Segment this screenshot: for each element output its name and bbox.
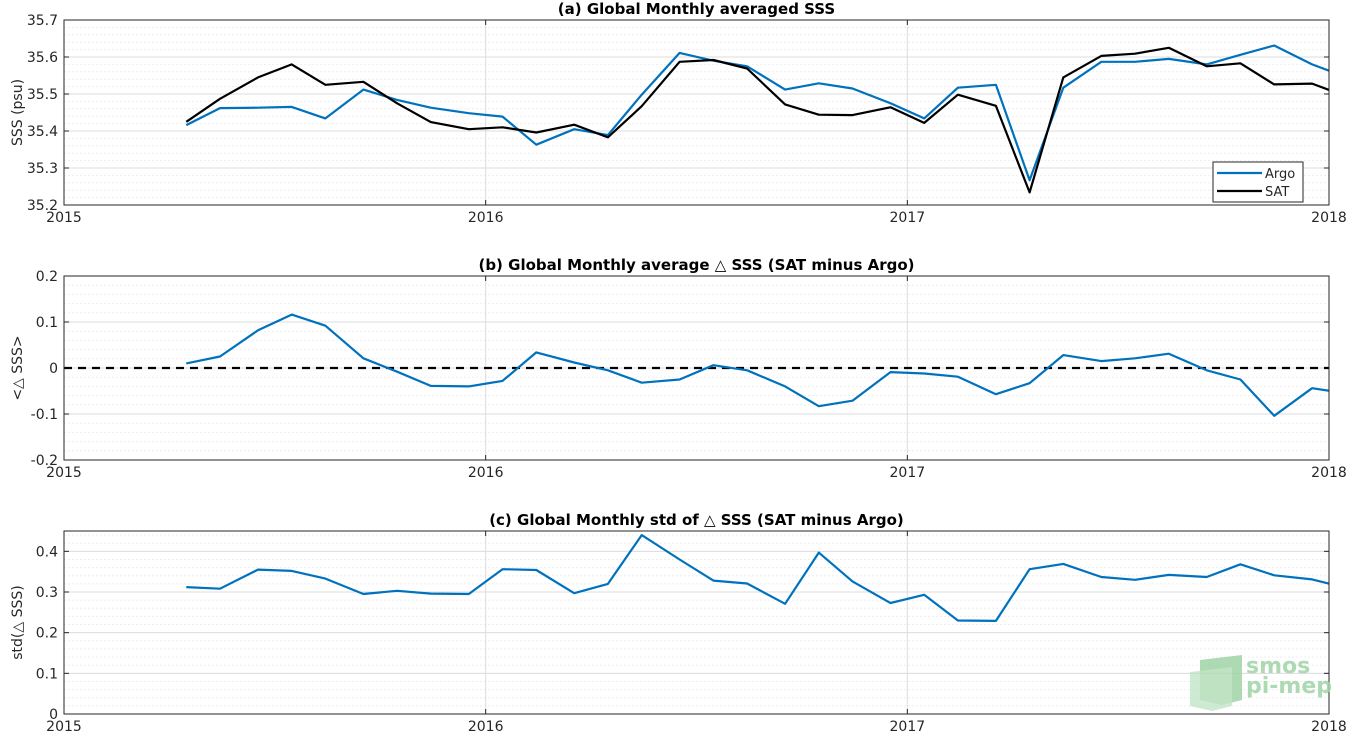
y-tick-label: 35.2 xyxy=(27,198,58,214)
legend-label-argo: Argo xyxy=(1265,167,1295,182)
x-tick-label: 2016 xyxy=(468,719,504,735)
panel-1: 2015 2016 2017 2018 35.2 35.3 35.4 35.5 35.6 35.7… xyxy=(10,0,1347,226)
x-tick-label: 2017 xyxy=(890,210,926,226)
y-tick-label: -0.2 xyxy=(31,453,58,469)
y-tick-label: 35.3 xyxy=(27,161,58,177)
y-axis-label: SSS (psu) xyxy=(10,79,26,146)
y-tick-label: 0 xyxy=(49,361,58,377)
series-line-argo xyxy=(185,44,1329,182)
y-tick-label: 35.7 xyxy=(27,13,58,29)
y-tick-label: 0.1 xyxy=(36,666,58,682)
panel-2: 2015 2016 2017 2018 -0.2 -0.1 0 0.1 0.2 (b) Globa… xyxy=(10,256,1347,481)
y-tick-label: 35.5 xyxy=(27,87,58,103)
series-line-sat xyxy=(185,46,1329,194)
x-tick-label: 2018 xyxy=(1311,465,1347,481)
logo-wave-icon-2 xyxy=(1190,667,1232,711)
series-line-3 xyxy=(186,533,1329,623)
x-tick-label: 2017 xyxy=(890,465,926,481)
y-tick-label: 35.6 xyxy=(27,50,58,66)
logo-line1: smos xyxy=(1246,654,1310,679)
axes-frame xyxy=(63,19,1330,206)
plot-area xyxy=(64,531,1329,714)
x-tick-label: 2018 xyxy=(1311,719,1347,735)
x-tick-label: 2015 xyxy=(46,210,82,226)
legend-box xyxy=(1212,161,1304,203)
axes-frame xyxy=(63,275,1330,461)
x-tick-label: 2015 xyxy=(46,719,82,735)
y-tick-label: 0.2 xyxy=(36,269,58,285)
logo-line2: pi-mep xyxy=(1246,674,1332,699)
legend: Argo SAT xyxy=(1212,161,1304,203)
plot-area xyxy=(64,20,1329,205)
y-tick-label: 0 xyxy=(49,707,58,723)
panel-title: (c) Global Monthly std of △ SSS (SAT min… xyxy=(489,511,904,529)
y-tick-label: 35.4 xyxy=(27,124,58,140)
x-tick-label: 2016 xyxy=(468,210,504,226)
y-tick-label: 0.4 xyxy=(36,544,58,560)
smos-pi-mep-logo: smos pi-mep xyxy=(1190,654,1332,711)
panel-title: (a) Global Monthly averaged SSS xyxy=(558,0,835,18)
legend-label-sat: SAT xyxy=(1265,185,1289,200)
axes-frame xyxy=(63,530,1330,715)
y-tick-label: -0.1 xyxy=(31,407,58,423)
panel-3: 2015 2016 2017 2018 0 0.1 0.2 0.3 0.4 (c) Global … xyxy=(10,511,1347,735)
y-tick-label: 0.2 xyxy=(36,626,58,642)
y-tick-label: 0.1 xyxy=(36,315,58,331)
y-axis-label: <△ SSS> xyxy=(10,335,26,400)
x-tick-label: 2017 xyxy=(890,719,926,735)
panel-title: (b) Global Monthly average △ SSS (SAT mi… xyxy=(478,256,914,274)
chart-panels: 2015 2016 2017 2018 35.2 35.3 35.4 35.5 35.6 35.7… xyxy=(10,0,1347,735)
y-axis-label: std(△ SSS) xyxy=(10,585,26,659)
y-tick-label: 0.3 xyxy=(36,585,58,601)
x-tick-label: 2018 xyxy=(1311,210,1347,226)
x-tick-label: 2016 xyxy=(468,465,504,481)
series-line-2 xyxy=(186,313,1329,417)
x-tick-label: 2015 xyxy=(46,465,82,481)
